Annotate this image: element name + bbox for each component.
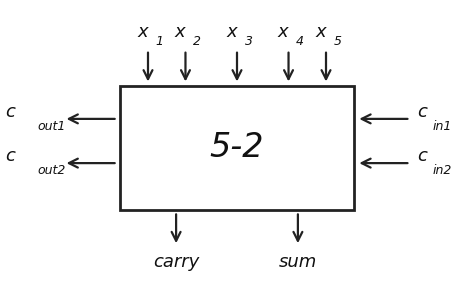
Text: in1: in1 bbox=[433, 120, 452, 133]
Text: x: x bbox=[226, 23, 237, 41]
Text: x: x bbox=[137, 23, 148, 41]
Text: c: c bbox=[417, 147, 427, 165]
Text: sum: sum bbox=[279, 253, 317, 271]
Text: out2: out2 bbox=[38, 164, 66, 177]
Text: in2: in2 bbox=[433, 164, 452, 177]
Text: c: c bbox=[5, 103, 15, 121]
Text: 5: 5 bbox=[334, 36, 342, 49]
Bar bbox=[120, 86, 354, 210]
Text: 2: 2 bbox=[193, 36, 201, 49]
Text: c: c bbox=[417, 103, 427, 121]
Text: x: x bbox=[315, 23, 326, 41]
Text: c: c bbox=[5, 147, 15, 165]
Text: 4: 4 bbox=[296, 36, 304, 49]
Text: 1: 1 bbox=[155, 36, 164, 49]
Text: x: x bbox=[278, 23, 288, 41]
Text: carry: carry bbox=[153, 253, 199, 271]
Text: out1: out1 bbox=[38, 120, 66, 133]
Text: 3: 3 bbox=[245, 36, 253, 49]
Text: x: x bbox=[174, 23, 185, 41]
Text: 5-2: 5-2 bbox=[210, 131, 264, 164]
